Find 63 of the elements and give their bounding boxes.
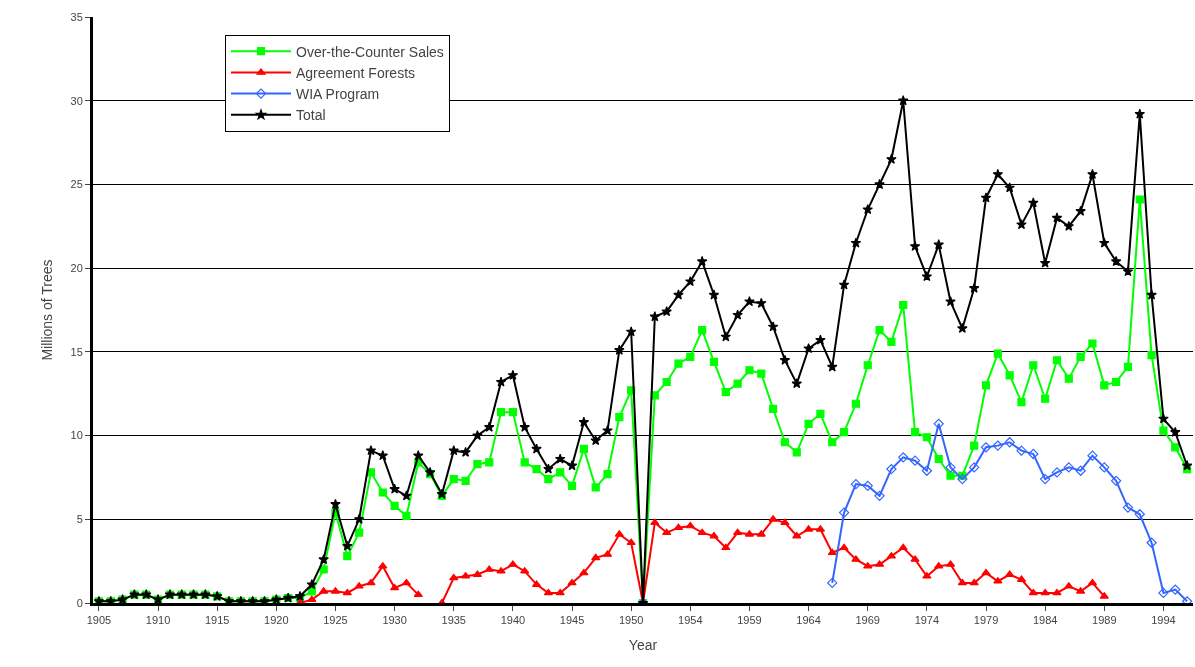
point (850, 478, 862, 490)
point (898, 452, 909, 463)
y-tick-label: 30 (70, 94, 83, 107)
point (945, 462, 956, 473)
x-tick-label: 1940 (500, 614, 526, 627)
point (1110, 475, 1122, 486)
x-tick-label: 1994 (1151, 614, 1176, 627)
point (1146, 537, 1157, 548)
point (980, 442, 992, 453)
point (827, 577, 838, 589)
x-tick-label: 1945 (559, 614, 585, 627)
x-tick-label: 1950 (618, 614, 644, 627)
y-tick-label: 20 (70, 261, 83, 274)
point (1040, 473, 1051, 485)
x-tick-label: 1954 (678, 614, 703, 627)
x-tick-label: 1935 (441, 614, 466, 627)
point (1158, 587, 1169, 599)
point (1004, 437, 1015, 448)
point (957, 473, 968, 485)
x-tick-label: 1905 (86, 614, 112, 627)
point (1170, 584, 1181, 595)
y-tick-label: 15 (70, 345, 83, 358)
legend-label: Total (296, 107, 326, 124)
legend-label: WIA Program (296, 86, 380, 103)
point (1028, 448, 1039, 460)
y-tick-label: 25 (70, 178, 83, 191)
x-axis-title: Year (628, 636, 658, 653)
point (909, 455, 921, 466)
x-tick-label: 1930 (382, 614, 407, 627)
point (1087, 450, 1098, 461)
x-tick-label: 1979 (973, 614, 999, 627)
point (933, 418, 944, 429)
legend-label: Agreement Forests (296, 64, 416, 81)
x-tick-label: 1989 (1092, 614, 1117, 627)
x-tick-label: 1915 (204, 614, 230, 627)
x-tick-label: 1925 (323, 614, 348, 627)
y-tick-label: 5 (76, 513, 83, 526)
point (1122, 502, 1134, 513)
point (874, 490, 885, 501)
point (992, 440, 1003, 451)
y-tick-label: 35 (70, 10, 83, 23)
point (838, 507, 850, 518)
point (886, 463, 897, 475)
point (862, 480, 873, 491)
point (969, 462, 980, 473)
point (1016, 445, 1027, 456)
legend-label: Over-the-Counter Sales (296, 43, 444, 60)
point (1134, 509, 1145, 520)
x-tick-label: 1920 (264, 614, 289, 627)
y-axis-title: Millions of Trees (39, 259, 56, 361)
y-tick-label: 10 (70, 429, 83, 442)
x-tick-label: 1964 (796, 614, 821, 627)
x-tick-label: 1959 (737, 614, 762, 627)
point (1075, 465, 1086, 476)
x-tick-label: 1974 (914, 614, 940, 627)
x-tick-label: 1910 (145, 614, 171, 627)
point (1063, 462, 1074, 473)
point (1051, 467, 1063, 478)
point (921, 465, 933, 476)
x-tick-label: 1984 (1032, 614, 1058, 627)
y-tick-label: 0 (76, 596, 83, 609)
x-tick-label: 1969 (855, 614, 880, 627)
point (1099, 462, 1110, 473)
